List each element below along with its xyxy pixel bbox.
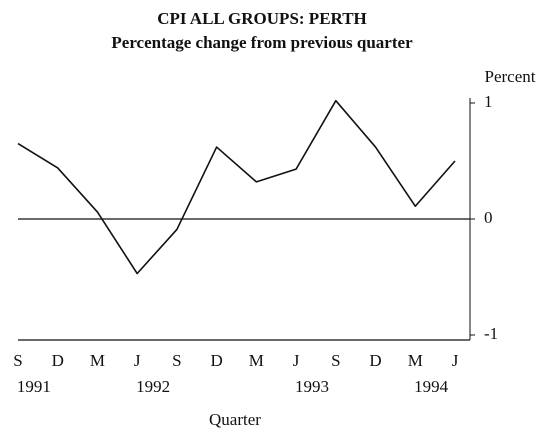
- x-tick-label: J: [452, 351, 459, 370]
- x-axis-label: Quarter: [209, 410, 261, 429]
- y-tick-label: 1: [484, 92, 493, 111]
- x-tick-label: M: [90, 351, 105, 370]
- x-tick-label: M: [249, 351, 264, 370]
- x-tick-label: J: [293, 351, 300, 370]
- y-tick-label: -1: [484, 324, 498, 343]
- y-axis-label: Percent: [485, 67, 536, 86]
- x-tick-label: D: [210, 351, 222, 370]
- year-label: 1993: [295, 377, 329, 396]
- year-label: 1991: [17, 377, 51, 396]
- chart-subtitle: Percentage change from previous quarter: [111, 33, 413, 52]
- year-label: 1994: [414, 377, 449, 396]
- x-tick-label: M: [408, 351, 423, 370]
- chart-title: CPI ALL GROUPS: PERTH: [157, 9, 367, 28]
- x-tick-label: S: [172, 351, 181, 370]
- year-label: 1992: [136, 377, 170, 396]
- data-line: [17, 99, 456, 275]
- x-tick-label: D: [52, 351, 64, 370]
- y-tick-label: 0: [484, 208, 493, 227]
- x-tick-label: S: [13, 351, 22, 370]
- x-tick-label: S: [331, 351, 340, 370]
- x-tick-label: J: [134, 351, 141, 370]
- x-tick-label: D: [369, 351, 381, 370]
